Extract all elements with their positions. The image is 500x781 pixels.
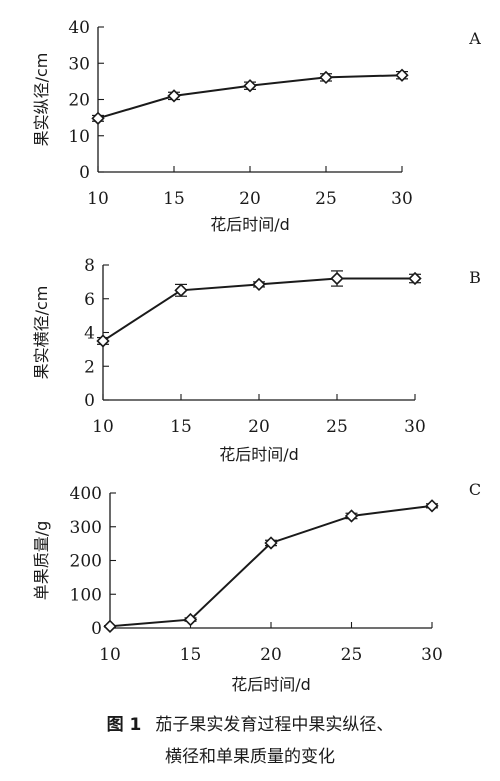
y-tick-label: 400	[70, 484, 102, 504]
y-tick-label: 8	[84, 256, 95, 276]
data-point	[395, 68, 409, 82]
data-point	[103, 619, 117, 633]
x-tick-label: 25	[315, 189, 337, 209]
y-axis-title: 果实横径/cm	[32, 286, 51, 380]
data-point	[91, 111, 105, 125]
figure: 0 10 20 30 40 10 15 20 25 30 花后时间/d 果实纵径/cm A 0 2 4 6 8 10…	[32, 18, 481, 694]
x-tick-label: 15	[170, 417, 192, 437]
x-tick-label: 10	[99, 645, 121, 665]
chart-panel-a: 0 10 20 30 40 10 15 20 25 30 花后时间/d 果实纵径/cm A	[32, 18, 481, 234]
panel-label: A	[468, 29, 481, 48]
y-tick-label: 4	[84, 324, 95, 344]
y-tick-label: 0	[84, 391, 95, 411]
figure-caption-line2: 横径和单果质量的变化	[0, 742, 500, 767]
x-tick-label: 30	[421, 645, 443, 665]
chart-panel-b: 0 2 4 6 8 10 15 20 25 30 花后时间/d 果实横径/cm B	[32, 256, 481, 464]
caption-text-1: 茄子果实发育过程中果实纵径、	[155, 715, 394, 735]
x-tick-label: 20	[248, 417, 270, 437]
x-axis-title: 花后时间/d	[210, 215, 290, 234]
figure-caption-line1: 图 1 茄子果实发育过程中果实纵径、	[0, 710, 500, 735]
data-point	[264, 536, 278, 550]
y-tick-label: 2	[84, 357, 95, 377]
y-tick-label: 40	[68, 18, 90, 38]
data-point	[243, 79, 257, 93]
y-axis-title: 单果质量/g	[32, 521, 51, 601]
caption-text-2: 横径和单果质量的变化	[165, 747, 335, 767]
y-axis-title: 果实纵径/cm	[32, 53, 51, 147]
x-tick-label: 20	[260, 645, 282, 665]
x-tick-label: 30	[404, 417, 426, 437]
panel-label: B	[469, 268, 481, 287]
x-tick-label: 15	[163, 189, 185, 209]
data-point	[330, 271, 344, 286]
y-tick-label: 20	[68, 91, 90, 111]
x-tick-label: 25	[341, 645, 363, 665]
y-tick-label: 0	[91, 619, 102, 639]
data-point	[174, 283, 188, 297]
data-point	[425, 499, 439, 513]
x-tick-label: 30	[391, 189, 413, 209]
data-point	[319, 70, 333, 85]
series-line	[109, 504, 433, 628]
y-tick-label: 200	[70, 552, 102, 572]
x-axis-title: 花后时间/d	[219, 445, 299, 464]
data-point	[408, 271, 422, 286]
data-point	[344, 509, 359, 523]
y-tick-label: 0	[79, 163, 90, 183]
chart-panel-c: 0 100 200 300 400 10 15 20 25 30 花后时间/d 单果质量/g C	[32, 480, 481, 694]
y-tick-label: 30	[68, 54, 90, 74]
y-tick-label: 300	[70, 518, 102, 538]
x-tick-label: 15	[180, 645, 202, 665]
x-axis-title: 花后时间/d	[231, 675, 311, 694]
data-point	[183, 612, 198, 627]
x-tick-label: 10	[87, 189, 109, 209]
y-tick-label: 10	[68, 127, 90, 147]
y-tick-label: 6	[84, 290, 95, 310]
data-point	[167, 89, 181, 103]
x-tick-label: 20	[239, 189, 261, 209]
x-tick-label: 10	[92, 417, 114, 437]
x-tick-label: 25	[326, 417, 348, 437]
data-point	[96, 334, 110, 348]
y-tick-label: 100	[70, 585, 102, 605]
figure-number: 图 1	[106, 715, 142, 735]
data-point	[252, 277, 266, 292]
panel-label: C	[469, 480, 481, 499]
